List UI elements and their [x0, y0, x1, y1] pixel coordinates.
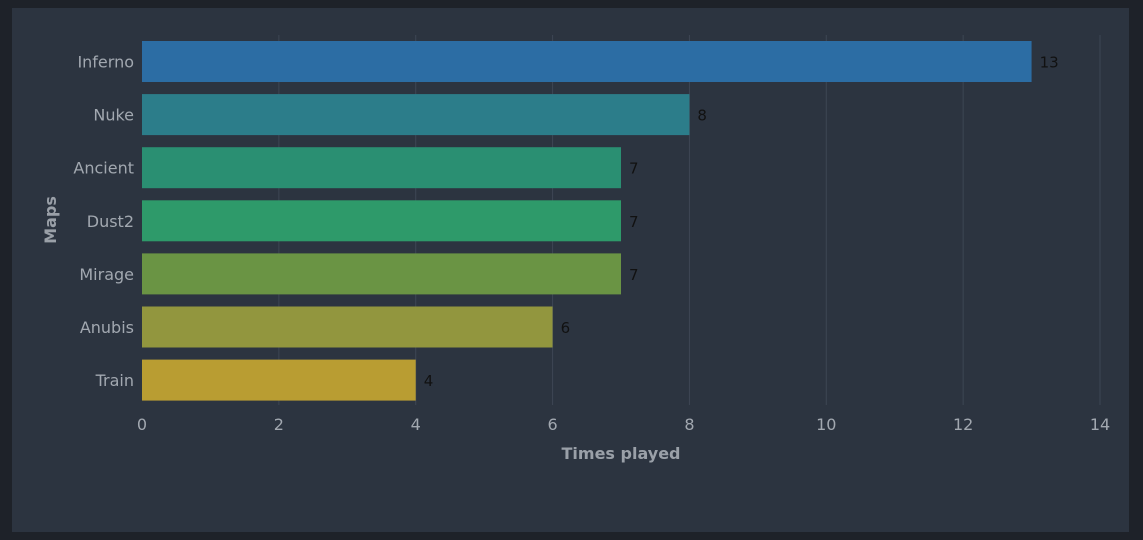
x-tick-label: 6 [547, 415, 557, 434]
x-tick-label: 8 [684, 415, 694, 434]
y-axis-title: Maps [41, 196, 60, 244]
y-tick-label: Mirage [79, 265, 134, 284]
y-tick-label: Anubis [80, 318, 134, 337]
data-label: 6 [561, 319, 571, 337]
y-tick-label: Nuke [93, 106, 134, 125]
bars [142, 41, 1032, 401]
x-tick-label: 2 [274, 415, 284, 434]
data-labels: 13 8 7 7 7 6 4 [424, 54, 1059, 391]
y-tick-label: Inferno [77, 53, 134, 72]
y-tick-label: Ancient [73, 159, 134, 178]
y-tick-label: Dust2 [87, 212, 134, 231]
bar-mirage [142, 253, 621, 295]
bar-dust2 [142, 200, 621, 242]
y-tick-label: Train [95, 371, 134, 390]
bar-ancient [142, 147, 621, 189]
x-axis-title: Times played [562, 444, 681, 463]
bar-train [142, 359, 416, 401]
data-label: 4 [424, 372, 434, 390]
data-label: 7 [629, 266, 639, 284]
x-tick-labels: 0 2 4 6 8 10 12 14 [137, 415, 1110, 434]
data-label: 8 [697, 107, 707, 125]
bar-inferno [142, 41, 1032, 82]
x-tick-label: 14 [1090, 415, 1110, 434]
data-label: 13 [1040, 54, 1059, 72]
x-tick-label: 0 [137, 415, 147, 434]
x-tick-label: 10 [816, 415, 836, 434]
bar-nuke [142, 94, 690, 136]
x-tick-label: 4 [411, 415, 421, 434]
bar-anubis [142, 306, 553, 348]
data-label: 7 [629, 213, 639, 231]
data-label: 7 [629, 160, 639, 178]
y-tick-labels: Inferno Nuke Ancient Dust2 Mirage Anubis Train [73, 53, 134, 391]
x-tick-label: 12 [953, 415, 973, 434]
